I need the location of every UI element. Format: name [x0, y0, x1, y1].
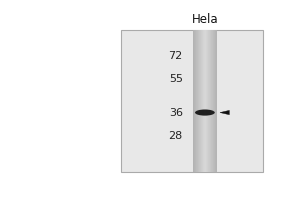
- Bar: [201, 30, 202, 172]
- Bar: [205, 30, 206, 172]
- Bar: [206, 30, 207, 172]
- Bar: [121, 30, 263, 172]
- Bar: [195, 30, 196, 172]
- Bar: [203, 30, 204, 172]
- Bar: [199, 30, 200, 172]
- Bar: [200, 30, 201, 172]
- Text: 72: 72: [169, 51, 183, 61]
- Bar: [198, 30, 199, 172]
- Bar: [213, 30, 214, 172]
- Bar: [214, 30, 215, 172]
- Bar: [211, 30, 212, 172]
- Bar: [207, 30, 208, 172]
- Bar: [204, 30, 205, 172]
- Bar: [208, 30, 209, 172]
- Bar: [215, 30, 216, 172]
- Polygon shape: [220, 110, 229, 115]
- Bar: [197, 30, 198, 172]
- Text: Hela: Hela: [192, 13, 218, 26]
- Text: 36: 36: [169, 108, 183, 118]
- Bar: [194, 30, 195, 172]
- Bar: [210, 30, 211, 172]
- Text: 28: 28: [169, 131, 183, 141]
- Bar: [193, 30, 194, 172]
- Text: 55: 55: [169, 74, 183, 84]
- Bar: [212, 30, 213, 172]
- Ellipse shape: [195, 109, 215, 116]
- Bar: [202, 30, 203, 172]
- Bar: [196, 30, 197, 172]
- Bar: [202, 30, 203, 172]
- Bar: [209, 30, 210, 172]
- Bar: [216, 30, 217, 172]
